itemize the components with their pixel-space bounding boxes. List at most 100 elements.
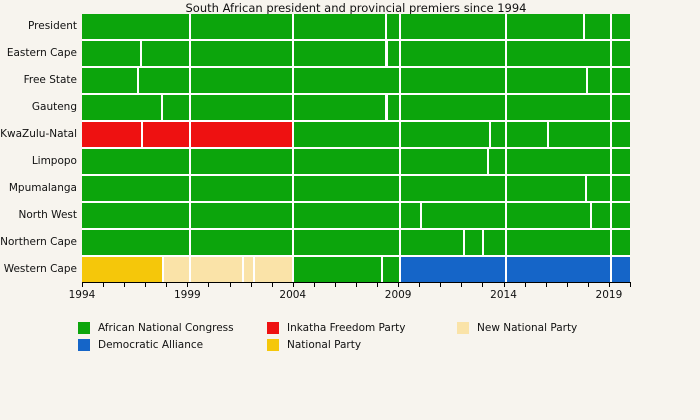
timeline-segment (398, 203, 421, 228)
timeline-segment (609, 176, 630, 201)
x-axis-tick (82, 283, 83, 287)
x-axis-tick (334, 283, 336, 287)
x-axis-tick-label: 1999 (174, 289, 201, 301)
x-axis-tick-label: 2004 (279, 289, 307, 301)
legend-swatch (78, 339, 90, 351)
timeline-segment (82, 41, 140, 66)
timeline-segment (252, 257, 292, 282)
timeline-segment (398, 68, 505, 93)
x-axis-tick (440, 283, 442, 287)
x-axis-tick (208, 283, 210, 287)
x-axis-tick (524, 283, 526, 287)
x-axis-tick (166, 283, 168, 287)
plot-area (82, 14, 630, 282)
legend-label: Democratic Alliance (98, 339, 204, 351)
timeline-segment (82, 203, 190, 228)
legend-swatch (457, 322, 469, 334)
x-axis-tick (587, 283, 589, 287)
timeline-segment (504, 14, 583, 39)
row-label: Gauteng (31, 101, 77, 113)
x-axis-tick (545, 283, 547, 287)
timeline-segment (189, 122, 292, 147)
timeline-segment (504, 68, 587, 93)
timeline-segment (385, 95, 399, 120)
timeline-segment (82, 176, 190, 201)
x-axis-tick-label: 1994 (68, 289, 96, 301)
timeline-segment (189, 257, 242, 282)
x-axis-tick (292, 283, 294, 287)
timeline-segment (381, 257, 399, 282)
timeline-segment (586, 68, 610, 93)
timeline-segment (420, 203, 505, 228)
x-axis-tick (229, 283, 231, 287)
timeline-segment (482, 230, 505, 255)
timeline-row (82, 68, 630, 93)
x-axis-tick (313, 283, 315, 287)
legend-swatch (78, 322, 90, 334)
timeline-segment (136, 68, 190, 93)
timeline-row (82, 176, 630, 201)
timeline-segment (189, 203, 292, 228)
timeline-segment (589, 203, 610, 228)
legend-label: Inkatha Freedom Party (287, 322, 406, 334)
row-label: Mpumalanga (8, 182, 77, 194)
timeline-row (82, 14, 630, 39)
timeline-segment (609, 95, 630, 120)
timeline-segment (398, 257, 505, 282)
timeline-segment (609, 68, 630, 93)
x-axis-tick (503, 283, 505, 287)
row-label: KwaZulu-Natal (0, 128, 77, 140)
x-axis-line (82, 282, 631, 283)
timeline-segment (398, 122, 489, 147)
timeline-segment (609, 257, 630, 282)
x-axis-tick (419, 283, 421, 287)
timeline-segment (609, 149, 630, 174)
timeline-segment (82, 68, 137, 93)
timeline-segment (162, 257, 190, 282)
legend-swatch (267, 322, 279, 334)
timeline-segment (291, 230, 399, 255)
timeline-segment (609, 230, 630, 255)
timeline-segment (398, 14, 505, 39)
x-axis-tick (124, 283, 126, 287)
timeline-segment (82, 257, 163, 282)
timeline-segment (189, 149, 292, 174)
timeline-segment (82, 95, 162, 120)
timeline-segment (609, 122, 630, 147)
timeline-segment (291, 41, 386, 66)
x-axis-tick (398, 283, 400, 287)
timeline-segment (488, 122, 505, 147)
x-axis-tick (187, 283, 189, 287)
timeline-segment (398, 149, 487, 174)
timeline-segment (141, 122, 190, 147)
x-axis-tick (608, 283, 610, 287)
timeline-row (82, 41, 630, 66)
timeline-row (82, 122, 630, 147)
timeline-row (82, 95, 630, 120)
x-axis-tick (461, 283, 463, 287)
row-label: President (28, 20, 77, 32)
timeline-row (82, 257, 630, 282)
timeline-segment (161, 95, 190, 120)
timeline-segment (291, 95, 386, 120)
timeline-segment (189, 41, 292, 66)
timeline-segment (385, 41, 399, 66)
timeline-segment (82, 230, 190, 255)
timeline-segment (504, 176, 585, 201)
timeline-segment (189, 14, 292, 39)
timeline-segment (291, 149, 399, 174)
timeline-segment (291, 14, 386, 39)
x-axis-tick (271, 283, 273, 287)
row-label: Western Cape (3, 263, 77, 275)
legend-label: New National Party (477, 322, 578, 334)
timeline-segment (189, 95, 292, 120)
timeline-segment (609, 203, 630, 228)
timeline-segment (546, 122, 610, 147)
timeline-segment (398, 230, 463, 255)
timeline-row (82, 149, 630, 174)
timeline-segment (582, 14, 610, 39)
timeline-segment (139, 41, 190, 66)
timeline-segment (189, 176, 292, 201)
timeline-segment (291, 68, 399, 93)
